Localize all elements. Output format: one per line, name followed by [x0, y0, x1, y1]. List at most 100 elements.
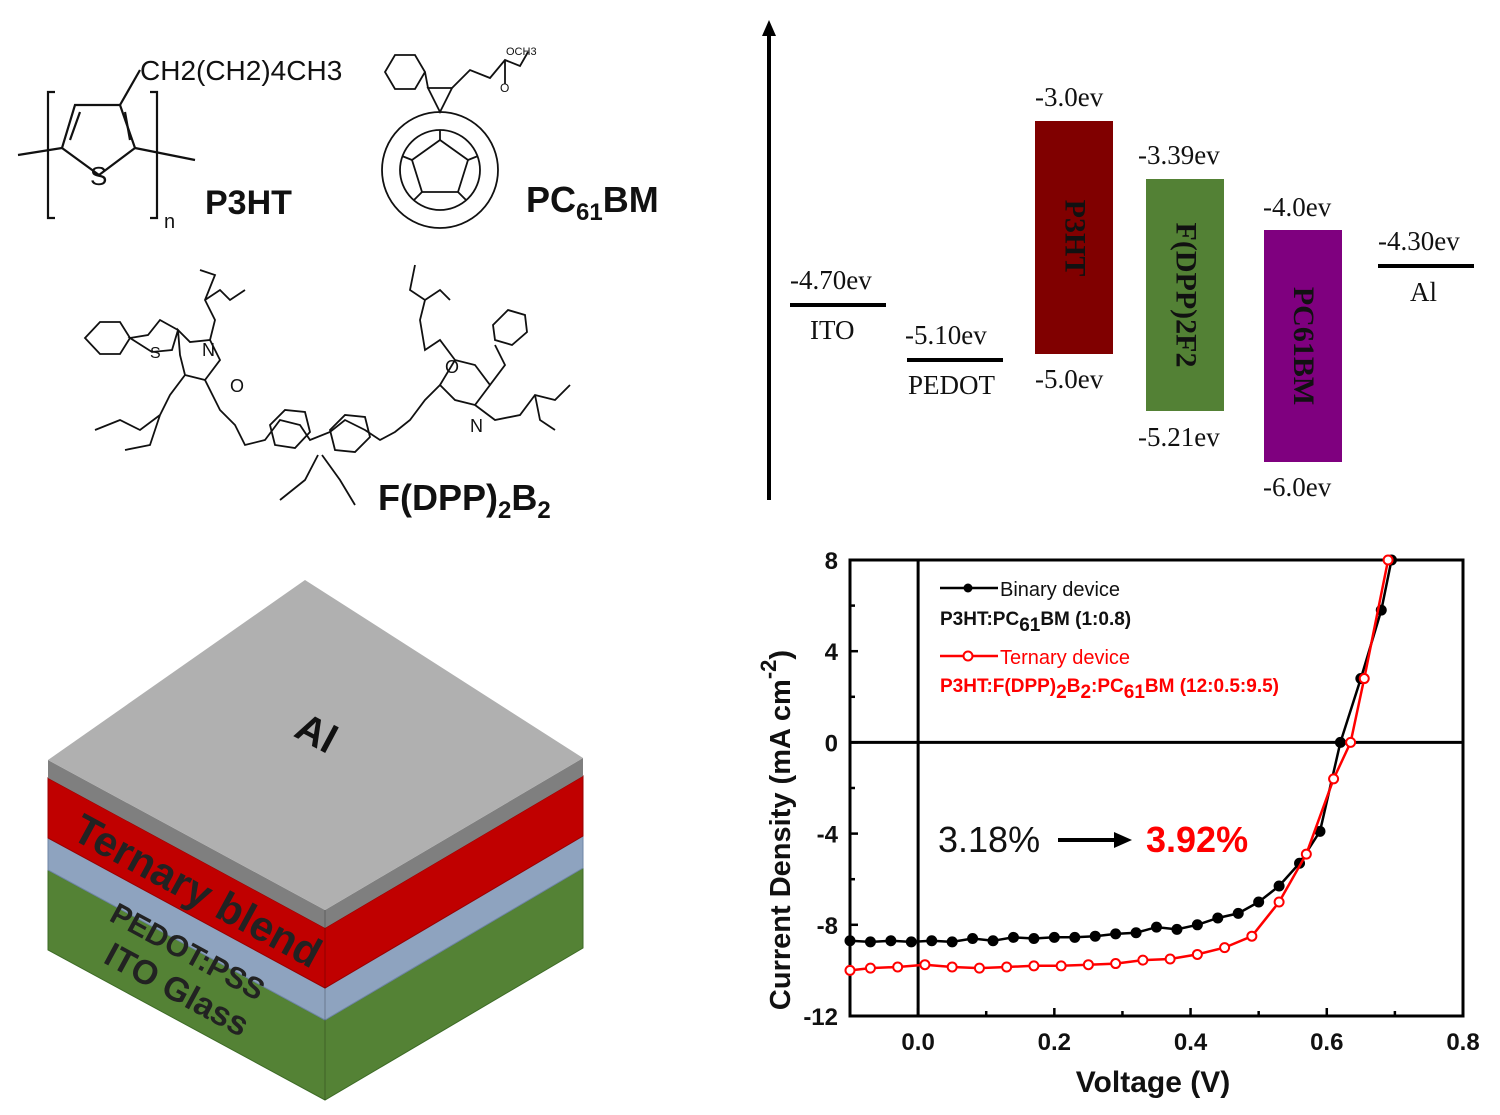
legend-ternary-marker — [962, 650, 974, 662]
data-point-ternary — [1028, 960, 1040, 972]
data-point-binary — [1089, 930, 1101, 942]
fdpp-oxygen: O — [230, 376, 244, 396]
p3ht-homo: -5.0ev — [1035, 364, 1104, 394]
chemical-structures: CH2(CH2)4CH3 S n P3HT OCH3 O PC61BM S N … — [17, 46, 659, 524]
data-point-ternary — [864, 962, 876, 974]
y-tick-label: 8 — [825, 548, 838, 575]
data-point-ternary — [892, 961, 904, 973]
pedot-label: PEDOT — [908, 370, 995, 400]
data-point-binary — [967, 932, 979, 944]
legend-ternary-name: Ternary device — [1000, 647, 1130, 669]
data-point-binary — [926, 935, 938, 947]
data-point-binary — [1212, 912, 1224, 924]
x-tick-label: 0.2 — [1038, 1029, 1071, 1056]
energy-axis-arrow — [762, 20, 776, 500]
ito-label: ITO — [810, 315, 855, 345]
data-point-ternary — [1345, 736, 1357, 748]
p3ht-sidechain: CH2(CH2)4CH3 — [140, 55, 342, 86]
data-point-binary — [905, 936, 917, 948]
data-point-ternary — [1328, 773, 1340, 785]
x-tick-label: 0.4 — [1174, 1029, 1208, 1056]
data-point-ternary — [919, 959, 931, 971]
pcbm-structure — [381, 51, 529, 229]
p3ht-band: P3HT — [1035, 121, 1113, 354]
fdpp-structure — [83, 264, 571, 506]
data-point-binary — [1273, 880, 1285, 892]
al-value: -4.30ev — [1378, 226, 1460, 256]
p3ht-label: P3HT — [205, 184, 292, 222]
data-point-ternary — [1300, 848, 1312, 860]
data-point-ternary — [1219, 942, 1231, 954]
layer-al-top — [48, 580, 583, 910]
y-axis-label: Current Density (mA cm-2) — [756, 650, 797, 1010]
fdpp-homo: -5.21ev — [1138, 422, 1220, 452]
data-point-ternary — [973, 962, 985, 974]
data-point-ternary — [1191, 948, 1203, 960]
data-point-ternary — [1001, 961, 1013, 973]
jv-chart: 0.0 0.2 0.4 0.6 0.8 8 4 0 -4 -8 -12 Binary device … — [756, 548, 1480, 1099]
data-point-binary — [1069, 931, 1081, 943]
y-tick-label: -8 — [817, 913, 838, 940]
annotation-to: 3.92% — [1146, 819, 1248, 860]
pcbm-band: PC61BM — [1264, 230, 1342, 462]
data-point-binary — [1232, 907, 1244, 919]
x-tick-label: 0.8 — [1446, 1029, 1479, 1056]
pcbm-lumo: -4.0ev — [1263, 192, 1332, 222]
fdpp-nitrogen: N — [202, 340, 215, 360]
legend-ternary-composition: P3HT:F(DPP)2B2:PC61BM (12:0.5:9.5) — [940, 676, 1279, 703]
data-point-binary — [1171, 923, 1183, 935]
x-tick-label: 0.0 — [901, 1029, 934, 1056]
data-point-binary — [1253, 896, 1265, 908]
fdpp-label: F(DPP)2B2 — [378, 477, 551, 524]
fdpp-oxygen-2: O — [445, 357, 459, 377]
data-point-binary — [1007, 931, 1019, 943]
legend: Binary device P3HT:PC61BM (1:0.8) Ternar… — [940, 579, 1279, 703]
data-point-binary — [1110, 928, 1122, 940]
series-line-ternary — [850, 560, 1390, 972]
y-tick-label: -4 — [817, 822, 839, 849]
data-point-ternary — [1164, 953, 1176, 965]
data-point-binary — [1151, 921, 1162, 933]
device-stack: Al Ternary blend PEDOT:PSS ITO Glass — [47, 580, 584, 1101]
data-point-ternary — [1082, 959, 1094, 971]
pcbm-label: PC61BM — [526, 179, 659, 226]
data-point-binary — [1334, 736, 1346, 748]
p3ht-structure — [17, 69, 196, 220]
p3ht-repeat-n: n — [164, 211, 175, 233]
x-axis-label: Voltage (V) — [1076, 1066, 1230, 1099]
data-point-ternary — [1382, 554, 1394, 566]
fdpp-band-label: F(DPP)2F2 — [1169, 222, 1203, 368]
data-point-ternary — [946, 961, 958, 973]
data-point-binary — [1130, 927, 1142, 939]
fdpp-nitrogen-2: N — [470, 416, 483, 436]
fdpp-lumo: -3.39ev — [1138, 140, 1220, 170]
data-point-ternary — [1110, 958, 1122, 970]
data-point-ternary — [1137, 954, 1149, 966]
pcbm-band-label: PC61BM — [1287, 286, 1321, 406]
annotation-from: 3.18% — [938, 819, 1040, 860]
legend-binary-name: Binary device — [1000, 579, 1120, 601]
pcbm-oxygen: O — [500, 81, 509, 95]
fdpp-sulfur: S — [150, 345, 161, 362]
p3ht-sulfur: S — [90, 161, 107, 191]
pedot-level — [907, 358, 1003, 362]
fdpp-band: F(DPP)2F2 — [1146, 179, 1224, 411]
data-point-binary — [844, 935, 856, 947]
data-point-binary — [864, 936, 876, 948]
efficiency-annotation: 3.18% 3.92% — [938, 819, 1248, 860]
y-tick-label: 0 — [825, 730, 838, 757]
al-label: Al — [1410, 277, 1437, 307]
data-point-ternary — [1055, 960, 1067, 972]
data-point-binary — [1028, 932, 1040, 944]
data-point-binary — [885, 935, 897, 947]
data-point-ternary — [1358, 673, 1370, 685]
p3ht-lumo: -3.0ev — [1035, 82, 1104, 112]
pcbm-ester: OCH3 — [506, 46, 537, 58]
p3ht-band-label: P3HT — [1057, 199, 1091, 276]
y-tick-label: 4 — [825, 639, 839, 666]
data-point-binary — [1048, 931, 1060, 943]
legend-binary-marker — [963, 583, 973, 593]
x-tick-label: 0.6 — [1310, 1029, 1343, 1056]
data-point-ternary — [1246, 930, 1258, 942]
ito-level — [790, 303, 886, 307]
